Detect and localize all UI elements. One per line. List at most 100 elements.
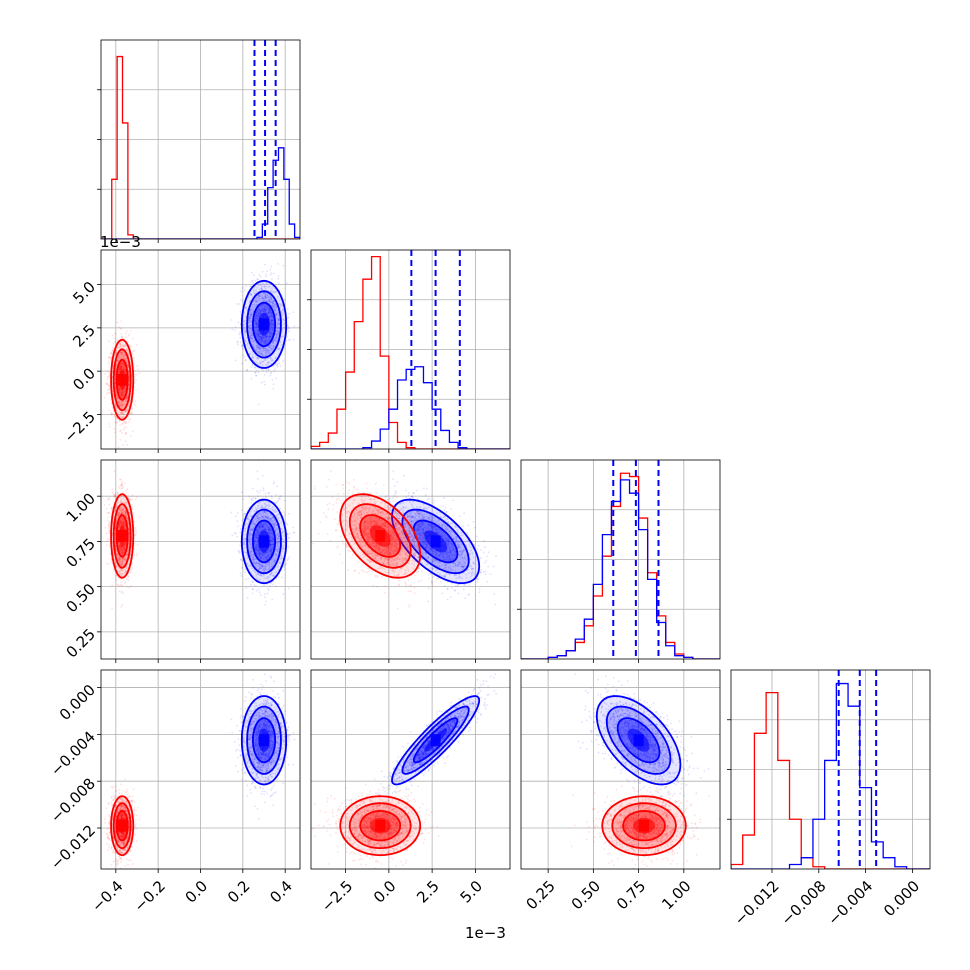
scatter-point — [271, 322, 273, 325]
scatter-point — [249, 352, 252, 355]
scatter-point — [255, 321, 258, 324]
scatter-point — [104, 372, 107, 375]
scatter-point — [103, 503, 106, 506]
scatter-point — [280, 336, 283, 338]
scatter-point — [107, 538, 110, 541]
scatter-point — [255, 318, 258, 320]
scatter-point — [286, 336, 289, 339]
scatter-point — [238, 333, 241, 336]
scatter-point — [257, 315, 260, 318]
scatter-point — [125, 431, 128, 434]
panel-frame — [310, 249, 511, 450]
scatter-point — [269, 352, 271, 355]
scatter-point — [264, 596, 267, 599]
scatter-point — [273, 481, 276, 483]
scatter-point — [122, 392, 125, 394]
scatter-point — [249, 317, 251, 320]
scatter-point — [109, 356, 111, 359]
scatter-point — [272, 301, 274, 303]
scatter-point — [255, 317, 257, 320]
scatter-point — [231, 328, 234, 331]
scatter-point — [260, 338, 263, 340]
scatter-point — [256, 333, 259, 336]
scatter-point — [251, 279, 254, 282]
scatter-point — [120, 403, 123, 405]
scatter-point — [241, 491, 243, 494]
scatter-point — [108, 409, 111, 411]
scatter-point — [127, 370, 130, 373]
scatter-point — [262, 297, 265, 299]
scatter-point — [267, 361, 269, 364]
hist-panel-0 — [97, 39, 301, 243]
scatter-point — [131, 408, 134, 411]
scatter-point — [243, 336, 246, 339]
scatter-point — [256, 490, 258, 493]
scatter-point — [261, 337, 264, 340]
scatter-point — [250, 497, 253, 500]
scatter-point — [257, 363, 259, 366]
scatter-point — [121, 352, 124, 354]
scatter-point — [254, 319, 256, 322]
scatter-point — [259, 292, 262, 295]
scatter-point — [251, 592, 254, 595]
scatter-point — [270, 349, 272, 352]
scatter-point — [107, 516, 110, 519]
scatter-point — [124, 410, 127, 413]
scatter-point — [266, 293, 269, 296]
scatter-point — [257, 332, 260, 335]
scatter-point — [287, 546, 290, 549]
scatter-point — [271, 323, 273, 326]
scatter-point — [246, 369, 249, 371]
scatter-point — [244, 329, 247, 332]
scatter-point — [255, 347, 258, 349]
scatter-point — [261, 350, 264, 353]
scatter-point — [241, 566, 244, 568]
scatter-point — [236, 340, 239, 343]
scatter-point — [279, 507, 282, 510]
scatter-point — [257, 309, 260, 311]
scatter-point — [271, 348, 273, 351]
scatter-point — [244, 338, 246, 341]
scatter-point — [245, 587, 248, 589]
scatter-point — [270, 371, 272, 374]
scatter-point — [238, 303, 241, 305]
scatter-point — [257, 309, 260, 312]
scatter-point — [263, 584, 266, 587]
scatter-point — [276, 327, 279, 329]
scatter-point — [282, 308, 285, 311]
scatter-point — [108, 376, 110, 379]
scatter-point — [243, 319, 245, 322]
density-peak — [259, 535, 270, 548]
scatter-point — [135, 379, 138, 381]
scatter-point — [134, 369, 136, 372]
scatter-point — [257, 284, 260, 287]
scatter-point — [124, 421, 127, 423]
scatter-point — [118, 386, 121, 389]
scatter-point — [249, 584, 252, 586]
scatter-point — [122, 404, 125, 406]
scatter-point — [260, 304, 263, 307]
scatter-point — [260, 368, 263, 371]
scatter-point — [270, 336, 273, 339]
scatter-point — [277, 322, 280, 324]
scatter-point — [250, 293, 253, 296]
scatter-point — [267, 311, 270, 314]
scatter-point — [280, 311, 283, 313]
scatter-point — [117, 446, 120, 449]
scatter-point — [120, 353, 123, 356]
scatter-point — [250, 285, 252, 288]
scatter-point — [276, 331, 279, 334]
scatter-point — [254, 366, 257, 369]
scatter-point — [263, 336, 266, 339]
scatter-point — [274, 291, 276, 293]
scatter-point — [262, 355, 265, 357]
scatter-point — [118, 352, 121, 355]
scatter-point — [255, 322, 257, 324]
scatter-point — [126, 364, 129, 367]
scatter-point — [272, 290, 274, 292]
scatter-point — [118, 404, 121, 406]
scatter-point — [119, 424, 122, 427]
scatter-point — [110, 352, 113, 354]
scatter-point — [122, 345, 125, 348]
scatter-point — [273, 370, 275, 373]
